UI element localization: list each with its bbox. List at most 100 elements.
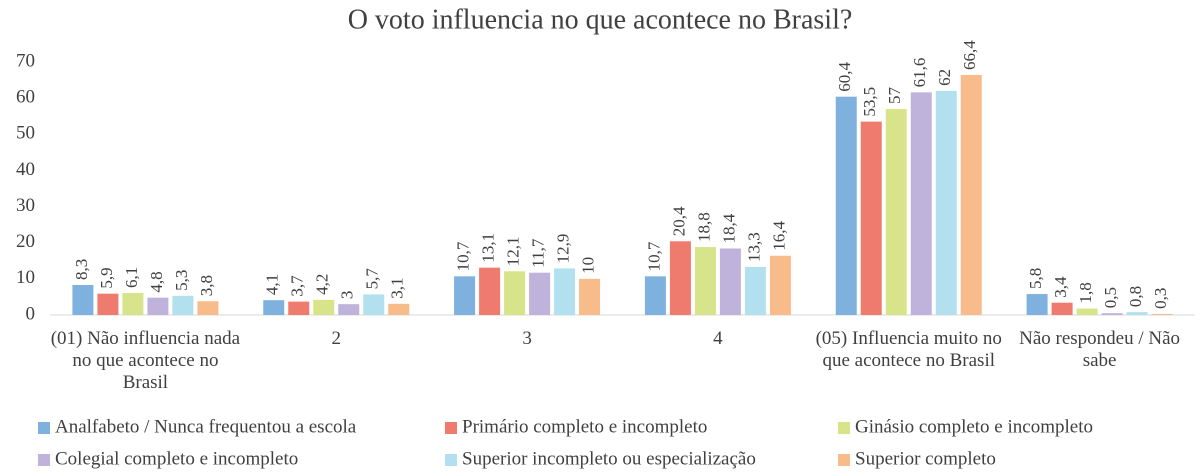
data-label: 0,5 [1101,287,1120,308]
bar [644,276,666,315]
bar [338,304,360,315]
data-label: 60,4 [835,61,854,91]
bar [197,301,219,315]
bar [504,271,526,315]
data-label: 57 [885,86,904,104]
bar [669,241,691,315]
bar [529,272,551,315]
data-label: 10 [578,257,597,274]
data-label: 10,7 [644,241,663,271]
chart-title: O voto influencia no que acontece no Bra… [348,4,853,35]
bar [1076,308,1098,315]
y-tick-label: 10 [16,267,35,288]
legend-label: Primário completo e incompleto [462,416,707,437]
bar [388,303,410,315]
legend-swatch [38,454,50,466]
bar [454,276,476,315]
legend-label: Superior completo [855,448,996,469]
bar [1051,302,1073,315]
bar [363,294,385,315]
bar [769,255,791,315]
data-label: 6,1 [122,267,141,288]
bar [97,293,119,315]
data-label: 5,7 [363,268,382,290]
data-label: 18,4 [719,213,738,243]
bar [1026,294,1048,315]
data-label: 0,3 [1151,288,1170,309]
x-tick-label: (01) Não influencia nada no que acontece… [50,328,241,393]
legend-label: Colegial completo e incompleto [55,448,298,469]
bar [885,108,907,315]
bar [744,266,766,315]
data-label: 0,8 [1126,286,1145,307]
data-label: 3 [338,291,357,300]
legend-swatch [445,422,457,434]
data-label: 3,8 [197,275,216,296]
legend-swatch [838,454,850,466]
bar [1126,312,1148,315]
data-label: 5,9 [97,267,116,288]
data-label: 10,7 [453,241,472,271]
data-label: 61,6 [910,58,929,88]
x-tick-label: 2 [331,328,342,349]
data-label: 20,4 [669,206,688,236]
x-tick-label: 3 [522,328,532,349]
legend-swatch [838,422,850,434]
data-label: 3,4 [1051,276,1070,298]
bar [147,297,169,315]
legend-label: Ginásio completo e incompleto [855,416,1093,437]
bar [1101,313,1123,315]
bar [579,278,601,315]
bar [263,300,285,315]
legend-label: Analfabeto / Nunca frequentou a escola [55,416,357,437]
bar [719,248,741,315]
bar [313,299,335,315]
y-tick-label: 60 [16,87,35,108]
bar [1151,313,1173,315]
bar [72,285,94,315]
bar [554,268,576,315]
data-label: 13,1 [478,233,497,263]
y-tick-label: 40 [16,159,35,180]
x-tick-label: 4 [713,328,723,349]
data-label: 62 [935,69,954,86]
data-label: 13,3 [744,232,763,262]
data-label: 16,4 [769,220,788,250]
bar [479,267,501,315]
bar [694,247,716,315]
y-tick-label: 20 [16,231,35,252]
data-label: 3,7 [288,275,307,297]
data-label: 11,7 [528,238,547,268]
data-label: 3,1 [388,278,407,299]
y-tick-label: 50 [16,123,35,144]
bar [935,90,957,316]
data-label: 8,3 [72,259,91,280]
data-label: 66,4 [960,40,979,70]
bar [288,301,310,315]
data-label: 12,9 [553,234,572,264]
data-label: 12,1 [503,237,522,267]
legend-swatch [445,454,457,466]
y-tick-label: 70 [16,50,35,71]
data-label: 53,5 [860,87,879,117]
legend-swatch [38,422,50,434]
y-tick-label: 0 [26,303,36,324]
legend-label: Superior incompleto ou especialização [462,448,756,469]
x-tick-label: Não respondeu / Não sabe [1019,328,1181,371]
bar [835,96,857,315]
bar [860,121,882,315]
bar [122,292,144,315]
x-tick-label: (05) Influencia muito no que acontece no… [815,328,1002,371]
bar [960,75,982,315]
data-label: 1,8 [1076,282,1095,303]
data-label: 5,8 [1026,268,1045,289]
data-label: 4,1 [263,274,282,295]
data-label: 18,8 [694,212,713,242]
bar [172,295,194,315]
data-label: 4,2 [313,274,332,295]
y-tick-label: 30 [16,195,35,216]
bar [910,92,932,315]
data-label: 4,8 [147,271,166,292]
